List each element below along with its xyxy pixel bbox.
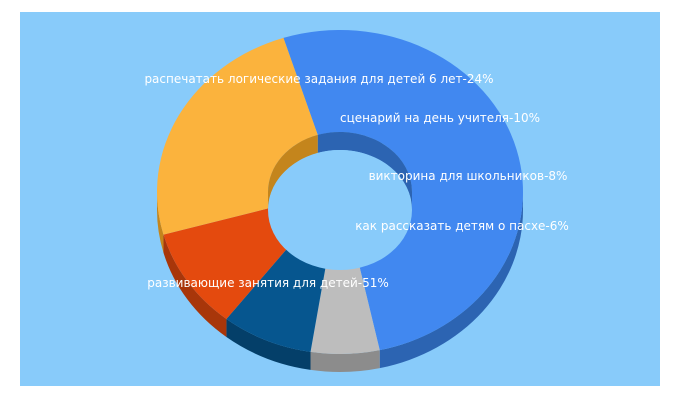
slice-0[interactable] xyxy=(283,30,523,351)
donut-hole xyxy=(268,132,412,270)
slice-tops xyxy=(157,30,523,354)
slice-side-2 xyxy=(226,319,311,370)
slice-label-1: как рассказать детям о пасхе-6% xyxy=(355,219,569,233)
slice-2[interactable] xyxy=(226,239,329,352)
slice-4[interactable] xyxy=(157,37,318,235)
slice-side-1 xyxy=(310,350,380,372)
slice-sides xyxy=(157,192,523,372)
slice-3[interactable] xyxy=(163,207,296,320)
slice-label-4: распечатать логические задания для детей… xyxy=(144,72,493,86)
slice-inner-wall-0 xyxy=(317,132,412,210)
slice-label-0: развивающие занятия для детей-51% xyxy=(147,276,389,290)
slice-labels: развивающие занятия для детей-51% как рас… xyxy=(144,72,568,290)
slice-inner-wall-4 xyxy=(268,134,318,210)
slice-side-3 xyxy=(163,234,227,338)
slice-side-0 xyxy=(379,192,523,369)
slice-label-3: сценарий на день учителя-10% xyxy=(340,111,540,125)
slice-1[interactable] xyxy=(310,250,380,354)
slice-label-2: викторина для школьников-8% xyxy=(369,169,568,183)
slice-side-4 xyxy=(157,192,164,253)
donut-hole-floor xyxy=(268,150,412,270)
